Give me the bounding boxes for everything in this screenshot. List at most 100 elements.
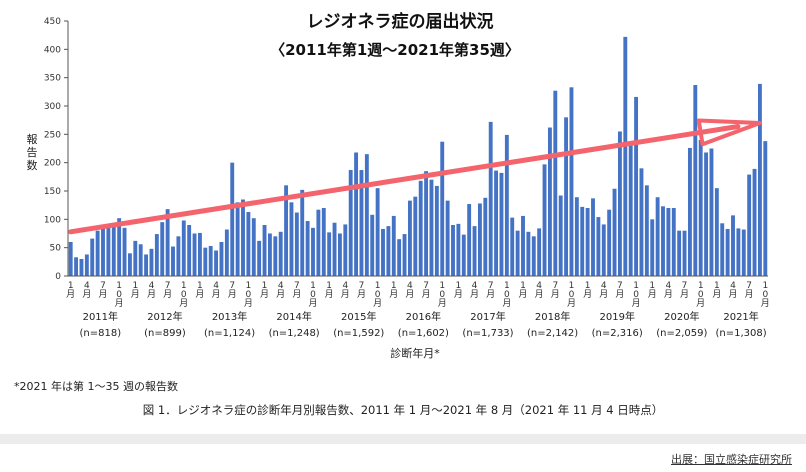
bar	[122, 227, 127, 276]
bar	[160, 222, 165, 276]
bar	[144, 254, 149, 276]
y-tick-label: 250	[44, 130, 61, 140]
x-month-tick-label: 4	[601, 281, 607, 291]
x-month-tick-label: 7	[165, 281, 171, 291]
x-month-tick-label: 1	[326, 281, 332, 291]
bar-series	[68, 36, 768, 277]
bar	[521, 215, 525, 276]
bar	[709, 148, 714, 276]
bar	[154, 234, 159, 276]
trend-arrow-shaft	[68, 124, 741, 235]
source-link[interactable]: 出展：国立感染症研究所	[671, 453, 792, 466]
x-month-tick-label: 4	[149, 281, 155, 291]
bar	[117, 218, 122, 276]
bar	[397, 239, 402, 276]
bar	[752, 168, 757, 276]
x-month-tick-label: 1	[310, 281, 316, 291]
bar	[364, 154, 369, 276]
bar	[149, 248, 154, 276]
x-month-tick-label: 4	[407, 281, 413, 291]
bar	[569, 87, 574, 276]
x-month-tick-label: 月	[583, 289, 592, 300]
bar	[461, 234, 466, 276]
x-month-tick-label: 7	[746, 281, 752, 291]
bar	[386, 226, 391, 276]
bar	[381, 228, 385, 276]
bar	[537, 228, 542, 276]
bar	[763, 141, 768, 276]
x-month-tick-label: 0	[181, 290, 187, 300]
y-tick-label: 100	[44, 215, 61, 225]
y-axis-ticks: 0 50 100 150 200 250 300 350 400 450	[44, 17, 68, 282]
bar	[434, 185, 439, 276]
bar	[187, 225, 192, 276]
x-month-tick-label: 7	[617, 281, 623, 291]
bar	[477, 203, 482, 276]
bar	[311, 227, 315, 276]
x-month-tick-label: 月	[518, 289, 527, 300]
x-year-label: 2018年	[535, 310, 570, 323]
x-month-tick-label: 月	[680, 289, 689, 300]
bar	[181, 220, 186, 276]
bar	[138, 244, 143, 276]
chart-subtitle: 〈2011年第1週〜2021年第35週〉	[270, 41, 520, 59]
figure-caption: 図 1．レジオネラ症の診断年月別報告数、2011 年 1 月〜2021 年 8 …	[142, 403, 664, 417]
y-tick-label: 300	[44, 102, 61, 112]
bar	[424, 171, 429, 276]
x-month-tick-label: 月	[341, 289, 350, 300]
x-month-tick-label: 7	[552, 281, 558, 291]
x-month-tick-label: 7	[682, 281, 688, 291]
bar	[230, 162, 235, 276]
bar	[321, 208, 326, 276]
bar	[531, 236, 536, 276]
x-month-tick-label: 月	[82, 289, 91, 300]
bar	[418, 180, 423, 276]
x-month-tick-label: 4	[666, 281, 672, 291]
bar	[203, 247, 208, 276]
x-month-tick-label: 月	[502, 298, 511, 309]
x-month-tick-label: 1	[569, 281, 575, 291]
bar	[332, 222, 337, 276]
bar	[564, 117, 569, 276]
bar	[219, 242, 224, 276]
bar	[682, 230, 687, 276]
x-month-tick-label: 4	[342, 281, 348, 291]
bar	[747, 174, 752, 276]
bar	[257, 240, 262, 276]
x-month-tick-label: 1	[649, 281, 655, 291]
bar	[74, 257, 79, 276]
x-month-tick-label: 月	[745, 289, 754, 300]
x-month-tick-label: 月	[486, 289, 495, 300]
x-month-tick-label: 1	[391, 281, 397, 291]
x-month-tick-label: 7	[294, 281, 300, 291]
bar	[596, 217, 601, 276]
x-year-count-label: (n=818)	[80, 328, 122, 339]
bar	[176, 236, 181, 276]
axes	[67, 21, 768, 277]
bar	[90, 238, 95, 276]
x-month-tick-label: 月	[567, 298, 576, 309]
bar	[284, 185, 289, 276]
x-year-label: 2016年	[406, 310, 441, 323]
bar	[580, 206, 585, 276]
x-year-count-label: (n=1,248)	[269, 328, 320, 339]
bar	[370, 214, 375, 276]
bar	[553, 90, 558, 276]
bar	[612, 188, 617, 276]
bar	[526, 231, 531, 276]
bar	[300, 189, 305, 276]
x-month-tick-label: 月	[535, 289, 544, 300]
x-month-tick-label: 7	[488, 281, 494, 291]
bar	[693, 85, 698, 276]
x-month-tick-label: 1	[132, 281, 138, 291]
bar	[731, 215, 735, 276]
x-year-label: 2015年	[341, 310, 376, 323]
bar	[677, 230, 682, 276]
x-month-tick-label: 0	[698, 290, 704, 300]
bar	[504, 134, 509, 276]
x-axis-year-labels: 2011年 (n=818) 2012年 (n=899) 2013年 (n=1,124) 20…	[80, 310, 767, 339]
bar	[348, 170, 353, 276]
bar	[68, 242, 73, 276]
x-month-tick-label: 月	[260, 289, 269, 300]
x-month-tick-label: 月	[308, 298, 317, 309]
